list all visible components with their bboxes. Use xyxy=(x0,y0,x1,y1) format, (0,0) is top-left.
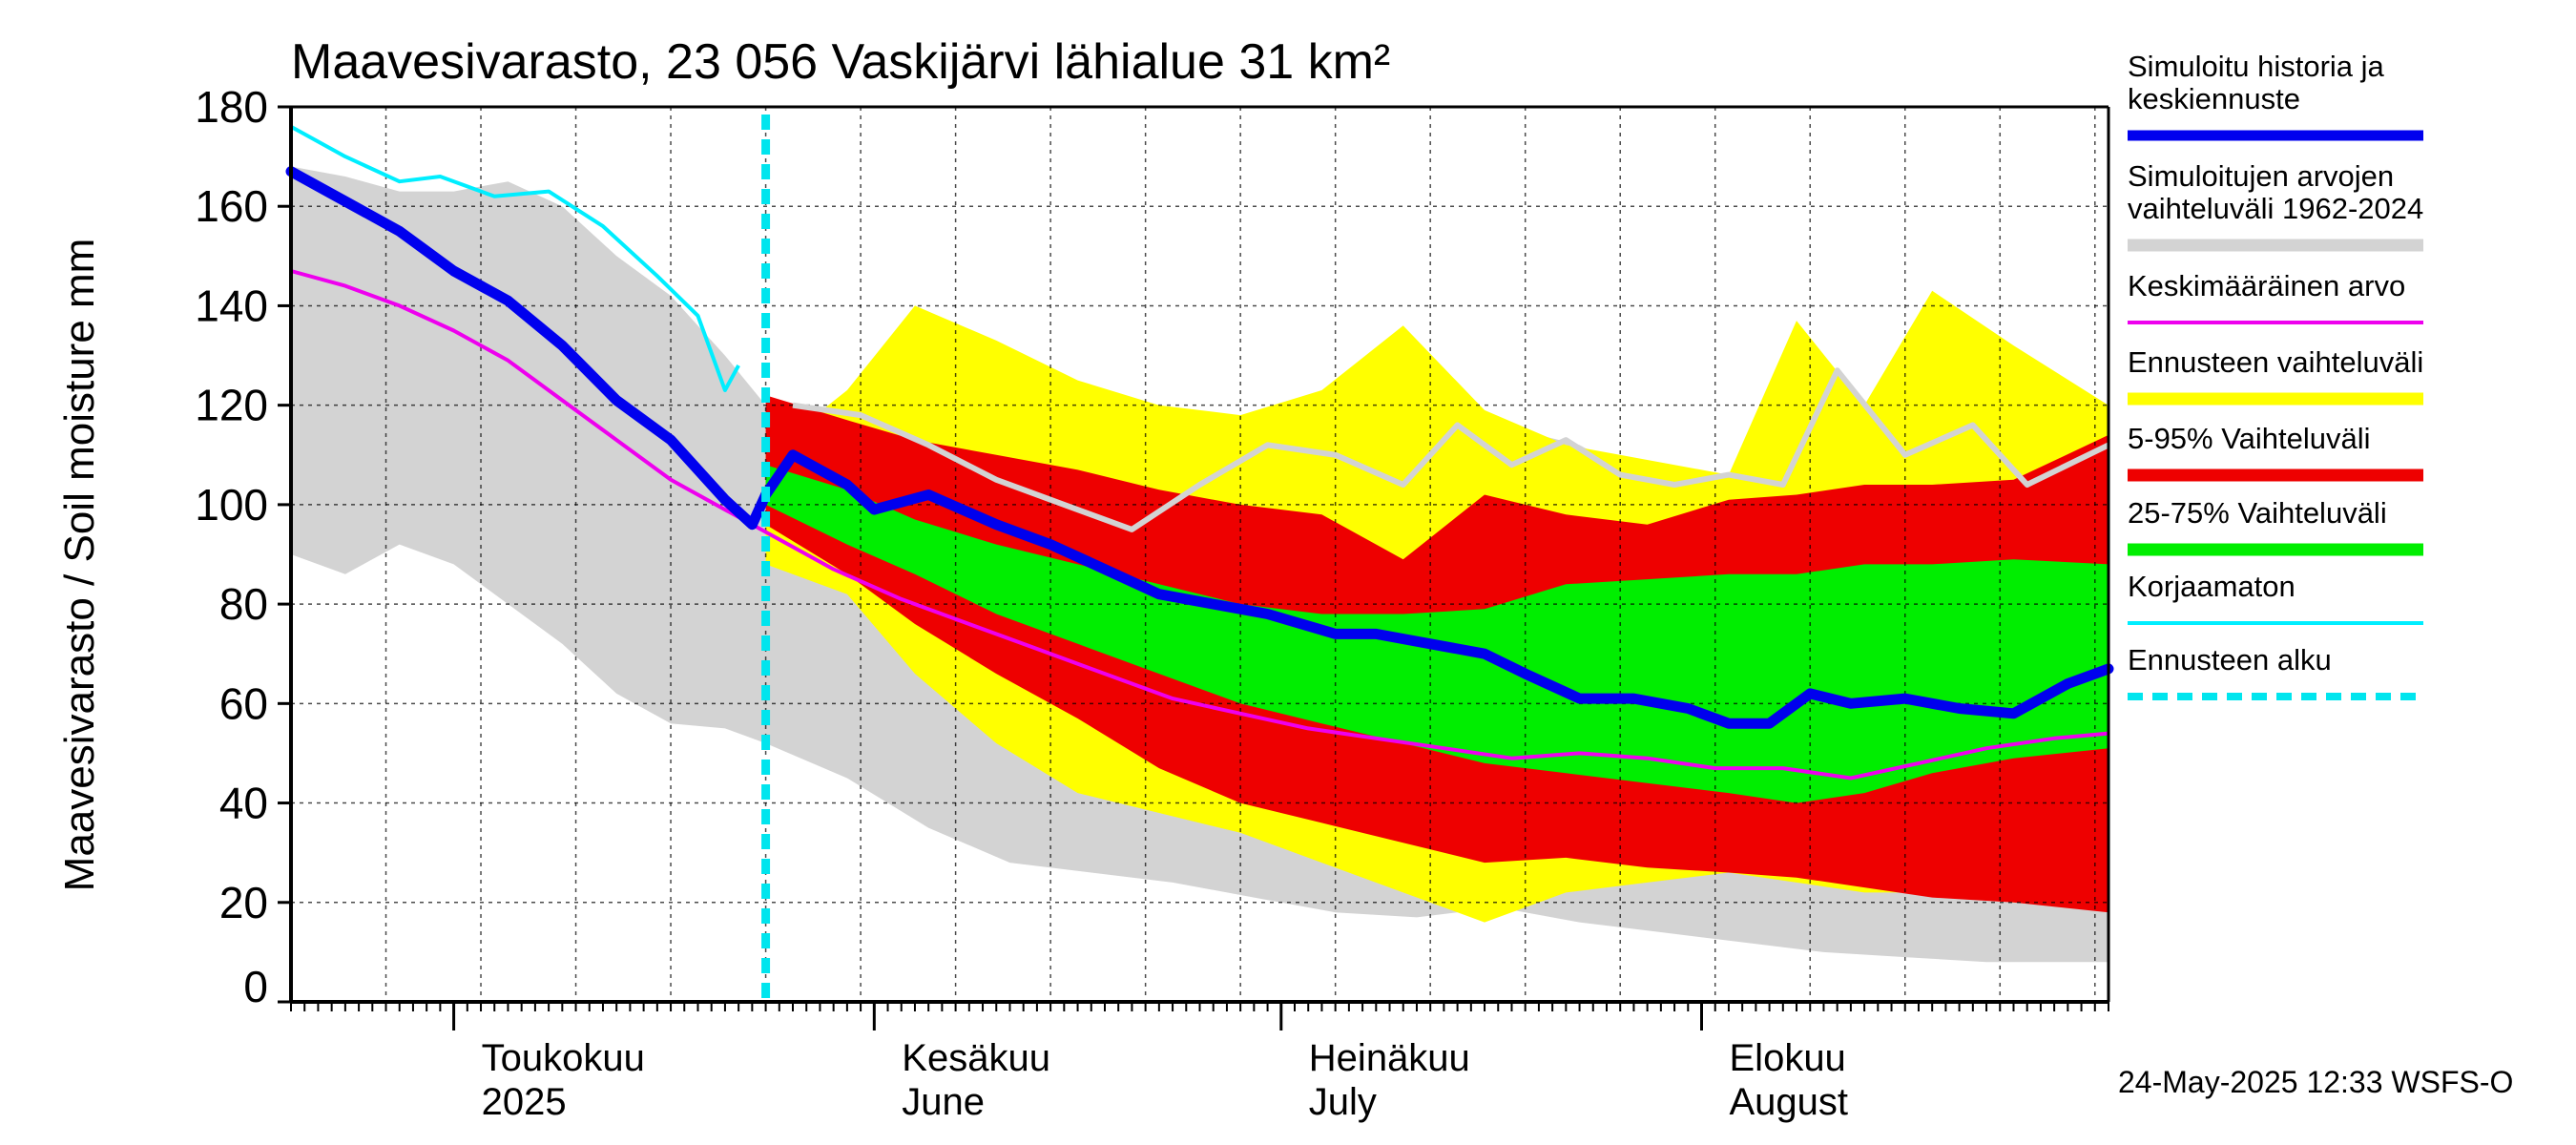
simulated-mean-line xyxy=(285,166,2114,729)
average-line xyxy=(290,269,2109,781)
legend-label: 25-75% Vaihteluväli xyxy=(2128,496,2387,530)
month-sublabel: June xyxy=(902,1081,985,1123)
y-axis-label: Maavesivarasto / Soil moisture mm xyxy=(56,239,103,892)
legend-label: Simuloitu historia ja xyxy=(2128,50,2385,83)
legend-label: Simuloitujen arvojen xyxy=(2128,159,2394,193)
legend-label: Korjaamaton xyxy=(2128,570,2296,603)
y-tick-label: 160 xyxy=(195,181,268,231)
gray-median-line xyxy=(792,367,2110,532)
month-sublabel: August xyxy=(1730,1081,1849,1123)
timestamp: 24-May-2025 12:33 WSFS-O xyxy=(2118,1065,2513,1099)
plot-lines xyxy=(285,114,2114,1004)
y-tick-label: 100 xyxy=(195,480,268,530)
chart-title: Maavesivarasto, 23 056 Vaskijärvi lähial… xyxy=(291,34,1390,90)
month-sublabel: July xyxy=(1309,1081,1377,1123)
y-tick-label: 120 xyxy=(195,381,268,430)
legend-label: vaihteluväli 1962-2024 xyxy=(2128,192,2423,225)
legend-label: Ennusteen alku xyxy=(2128,643,2332,677)
y-tick-label: 0 xyxy=(243,962,268,1011)
plot-bands xyxy=(291,166,2109,963)
uncorrected-line xyxy=(290,125,740,392)
legend-label: 5-95% Vaihteluväli xyxy=(2128,422,2370,455)
month-label: Elokuu xyxy=(1730,1037,1846,1079)
plot-grid xyxy=(291,107,2109,1002)
month-label: Toukokuu xyxy=(482,1037,645,1079)
legend-label: Ennusteen vaihteluväli xyxy=(2128,345,2423,379)
y-tick-label: 60 xyxy=(219,678,268,728)
y-tick-label: 40 xyxy=(219,779,268,828)
y-tick-label: 20 xyxy=(219,878,268,927)
y-tick-label: 80 xyxy=(219,579,268,629)
legend-label: keskiennuste xyxy=(2128,82,2300,115)
month-label: Heinäkuu xyxy=(1309,1037,1470,1079)
legend-label: Keskimääräinen arvo xyxy=(2128,269,2405,302)
y-tick-label: 180 xyxy=(195,82,268,132)
month-sublabel: 2025 xyxy=(482,1081,567,1123)
month-label: Kesäkuu xyxy=(902,1037,1050,1079)
y-tick-label: 140 xyxy=(195,281,268,330)
